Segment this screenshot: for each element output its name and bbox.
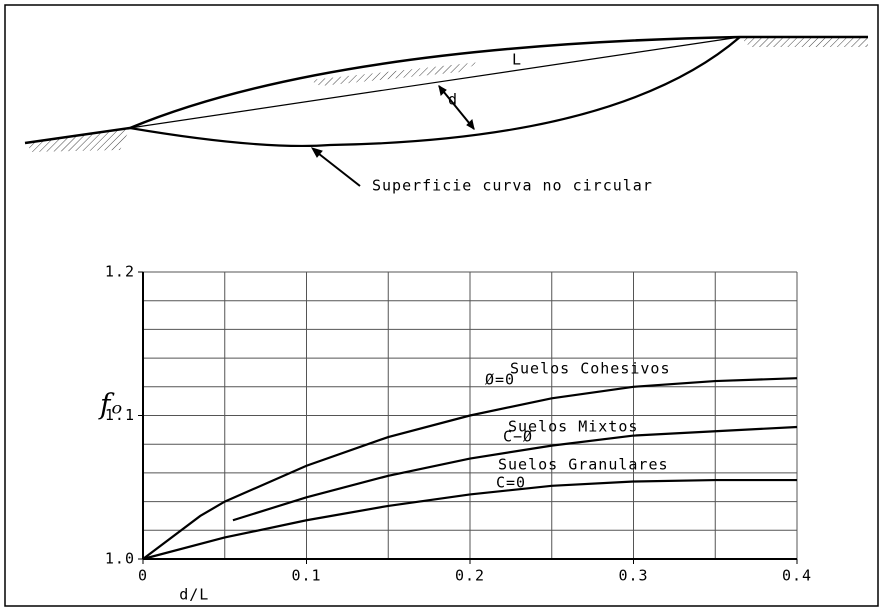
x-tick-label: 0.2 bbox=[455, 567, 485, 585]
failure-surface bbox=[130, 37, 740, 146]
depth-label: d bbox=[448, 91, 458, 109]
leader-arrow bbox=[314, 150, 360, 186]
x-axis-label: d/L bbox=[179, 586, 209, 604]
page: L d Superficie curva no circular 0 0.1 0.2… bbox=[0, 0, 884, 611]
y-tick-label: 1.2 bbox=[105, 263, 135, 281]
series-note: C−Ø bbox=[503, 428, 533, 446]
chord bbox=[130, 37, 740, 128]
x-tick-label: 0.3 bbox=[618, 567, 648, 585]
y-axis-label: fₒ bbox=[98, 388, 123, 421]
x-tick-label: 0.4 bbox=[782, 567, 812, 585]
series-label: Suelos Granulares bbox=[498, 456, 669, 474]
series-note: Ø=0 bbox=[485, 371, 515, 389]
x-tick-label: 0.1 bbox=[291, 567, 321, 585]
figure: L d Superficie curva no circular 0 0.1 0.2… bbox=[0, 0, 884, 611]
surface-label: Superficie curva no circular bbox=[372, 177, 653, 195]
series-note: C=0 bbox=[496, 474, 526, 492]
hatching bbox=[310, 62, 480, 86]
y-tick-label: 1.0 bbox=[105, 550, 135, 568]
hatching bbox=[740, 37, 868, 47]
x-tick-label: 0 bbox=[138, 567, 148, 585]
slope-diagram bbox=[25, 37, 868, 186]
series-label: Suelos Cohesivos bbox=[510, 360, 671, 378]
chord-label: L bbox=[512, 51, 522, 69]
